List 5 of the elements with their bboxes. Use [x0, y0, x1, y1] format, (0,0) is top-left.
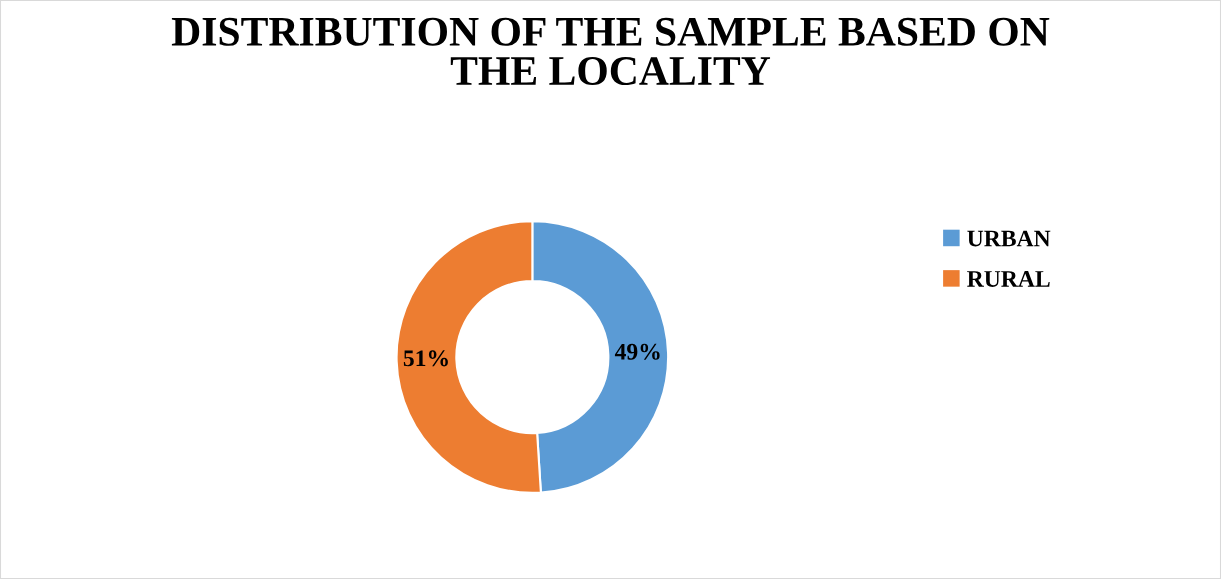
legend-label: RURAL	[967, 271, 1050, 287]
data-label: 51%	[403, 350, 448, 367]
data-label: 49%	[614, 343, 660, 360]
chart-title: DISTRIBUTION OF THE SAMPLE BASED ON THE LOCALITY	[171, 17, 1050, 86]
legend-label: URBAN	[967, 230, 1051, 247]
